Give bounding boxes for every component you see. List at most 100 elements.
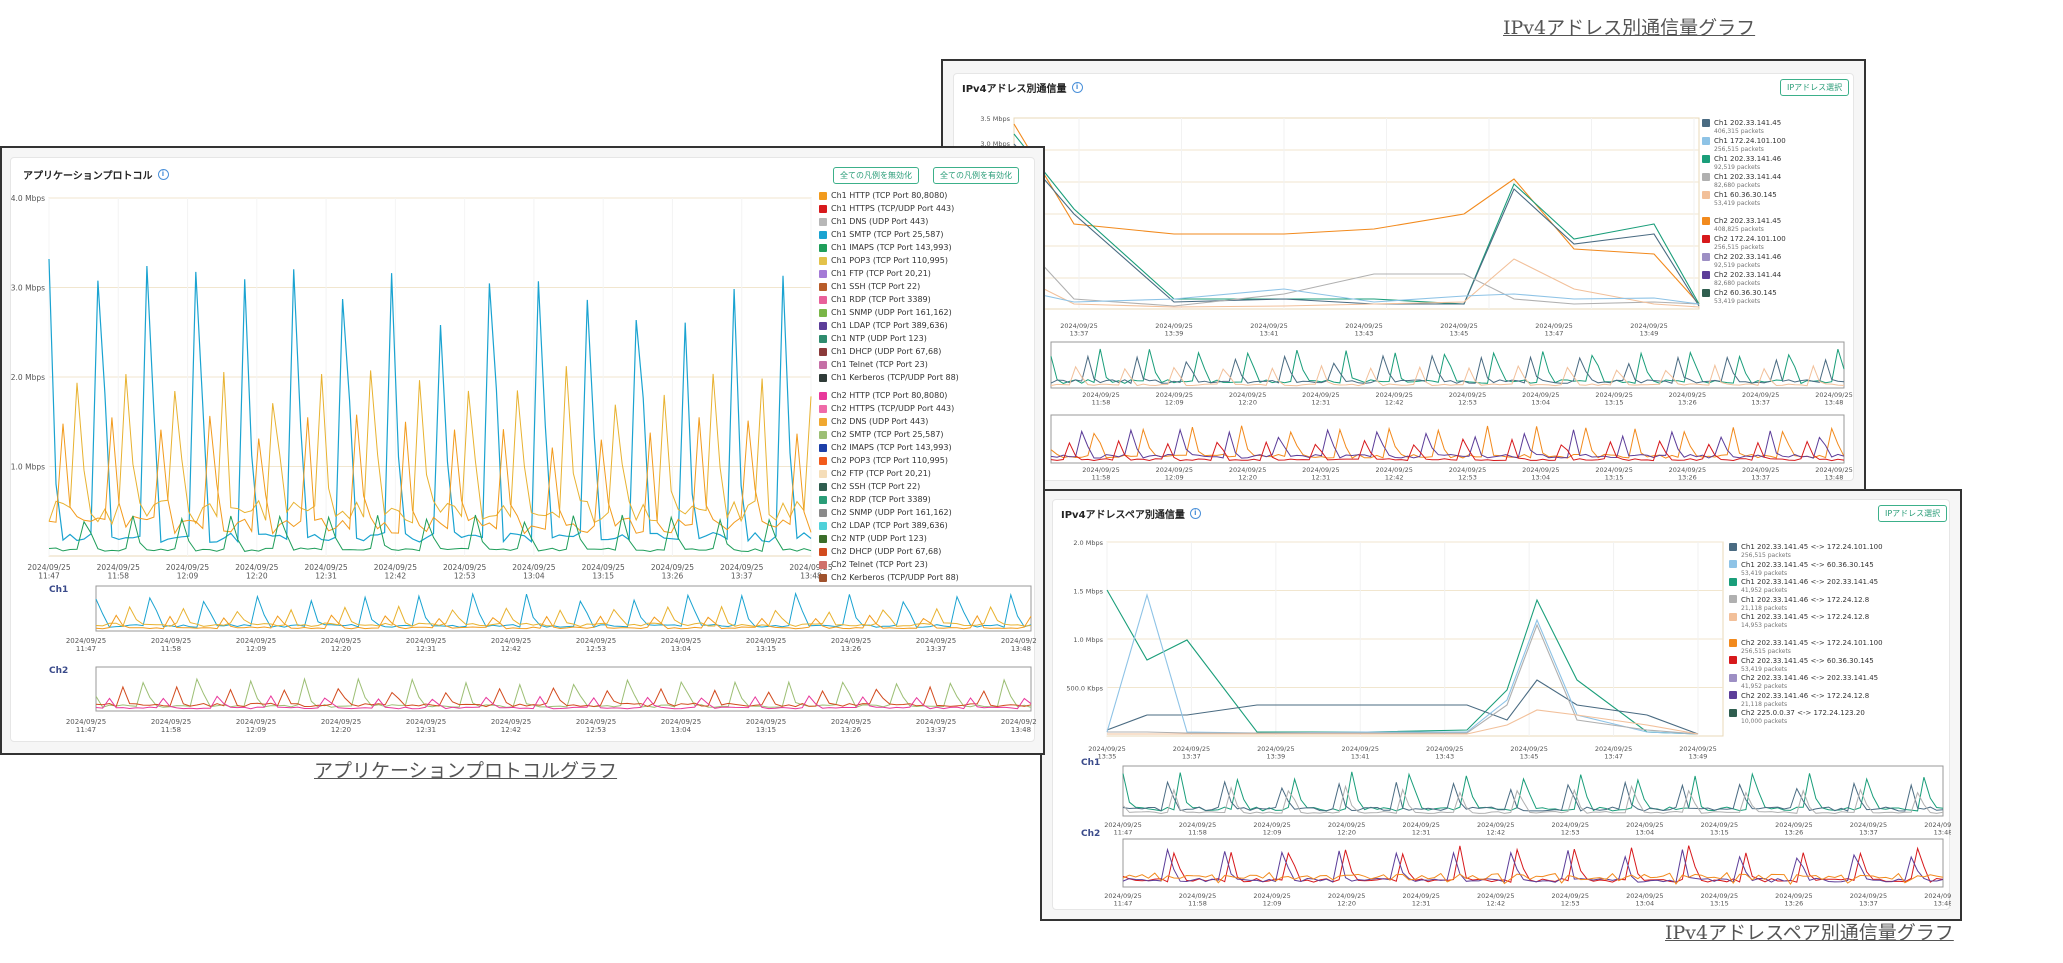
legend-item[interactable]: Ch1 LDAP (TCP Port 389,636)	[819, 321, 948, 331]
legend-item[interactable]: Ch2 HTTP (TCP Port 80,8080)	[819, 391, 947, 401]
app-main-axis-date: 2024/09/25	[789, 563, 832, 572]
legend-swatch	[1702, 216, 1710, 225]
legend-item[interactable]: Ch1 Kerberos (TCP/UDP Port 88)	[819, 373, 959, 383]
pair-ch1-axis-date: 2024/09/25	[1179, 821, 1216, 829]
legend-item[interactable]: Ch2 DNS (UDP Port 443)	[819, 417, 928, 427]
legend-item[interactable]: Ch2 RDP (TCP Port 3389)	[819, 495, 931, 505]
legend-item[interactable]: Ch2 60.36.30.145 53,419 packets	[1702, 288, 1777, 305]
legend-item[interactable]: Ch2 202.33.141.46 <-> 202.33.141.45 41,95…	[1729, 673, 1878, 690]
pair-ch2-axis-time: 12:53	[1561, 900, 1580, 908]
pair-ch1-axis-date: 2024/09/25	[1253, 821, 1290, 829]
legend-swatch	[819, 430, 827, 439]
legend-packets: 256,515 packets	[1741, 552, 1791, 559]
legend-item[interactable]: Ch1 SNMP (UDP Port 161,162)	[819, 308, 952, 318]
legend-label: Ch2 202.33.141.46 <-> 172.24.12.8	[1741, 691, 1870, 700]
legend-item[interactable]: Ch2 POP3 (TCP Port 110,995)	[819, 456, 948, 466]
legend-item[interactable]: Ch2 NTP (UDP Port 123)	[819, 534, 927, 544]
legend-item[interactable]: Ch2 DHCP (UDP Port 67,68)	[819, 547, 941, 557]
legend-item[interactable]: Ch1 202.33.141.44 82,680 packets	[1702, 172, 1781, 189]
pair-main-axis-time: 13:47	[1604, 753, 1623, 761]
app-main-axis-time: 13:37	[731, 572, 753, 581]
legend-swatch	[1729, 612, 1737, 621]
legend-item[interactable]: Ch2 SNMP (UDP Port 161,162)	[819, 508, 952, 518]
legend-item[interactable]: Ch2 202.33.141.45 <-> 172.24.101.100 256,…	[1729, 638, 1883, 655]
overview-ch1-frame	[95, 585, 1032, 632]
info-icon[interactable]: i	[1071, 82, 1083, 93]
legend-item[interactable]: Ch2 202.33.141.46 <-> 172.24.12.8 21,118 …	[1729, 691, 1869, 708]
pair-ch2-axis-date: 2024/09/25	[1552, 892, 1589, 900]
legend-label: Ch1 202.33.141.45 <-> 172.24.101.100	[1741, 543, 1883, 551]
legend-item[interactable]: Ch2 Kerberos (TCP/UDP Port 88)	[819, 573, 959, 583]
legend-item[interactable]: Ch1 IMAPS (TCP Port 143,993)	[819, 243, 952, 253]
pair-main-axis-date: 2024/09/25	[1173, 745, 1210, 753]
ipv4-ch1-axis-time: 13:26	[1678, 399, 1697, 407]
ipv4-ch2-axis-time: 13:26	[1678, 474, 1697, 482]
legend-item[interactable]: Ch1 SMTP (TCP Port 25,587)	[819, 230, 944, 240]
legend-item[interactable]: Ch1 NTP (UDP Port 123)	[819, 334, 927, 344]
ip-select-button[interactable]: IPアドレス選択	[1780, 79, 1850, 96]
info-icon[interactable]: i	[157, 169, 169, 180]
legend-item[interactable]: Ch2 225.0.0.37 <-> 172.24.123.20 10,000 p…	[1729, 708, 1865, 725]
legend-item[interactable]: Ch1 DHCP (UDP Port 67,68)	[819, 347, 941, 357]
ipv4-card: IPv4アドレス別通信量 i IPアドレス選択 3.5 Mbps 3.0 Mbps…	[953, 73, 1854, 482]
pair-ch2-axis-time: 13:15	[1710, 900, 1729, 908]
ipv4-main-axis-date: 2024/09/25	[1060, 322, 1097, 330]
legend-item[interactable]: Ch1 202.33.141.45 406,315 packets	[1702, 118, 1781, 135]
legend-item[interactable]: Ch1 202.33.141.45 <-> 172.24.12.8 14,953 …	[1729, 612, 1869, 629]
legend-item[interactable]: Ch1 202.33.141.46 <-> 202.33.141.45 41,95…	[1729, 577, 1878, 594]
legend-item[interactable]: Ch2 202.33.141.44 82,680 packets	[1702, 270, 1781, 287]
info-icon[interactable]: i	[1189, 508, 1201, 519]
legend-item[interactable]: Ch2 SMTP (TCP Port 25,587)	[819, 430, 944, 440]
legend-item[interactable]: Ch2 SSH (TCP Port 22)	[819, 482, 920, 492]
ip-select-button[interactable]: IPアドレス選択	[1878, 505, 1948, 522]
legend-item[interactable]: Ch2 202.33.141.45 408,825 packets	[1702, 216, 1781, 233]
legend-item[interactable]: Ch1 FTP (TCP Port 20,21)	[819, 269, 931, 279]
legend-item[interactable]: Ch2 Telnet (TCP Port 23)	[819, 560, 928, 570]
pair-ch1-axis-date: 2024/09/25	[1328, 821, 1365, 829]
pair-main-axis-date: 2024/09/25	[1257, 745, 1294, 753]
legend-swatch	[819, 373, 827, 382]
legend-item[interactable]: Ch1 DNS (UDP Port 443)	[819, 217, 928, 227]
legend-item[interactable]: Ch2 202.33.141.45 <-> 60.36.30.145 53,419…	[1729, 656, 1874, 673]
overview-line	[1122, 771, 1944, 812]
legend-packets: 41,952 packets	[1741, 587, 1788, 594]
app-main-axis-time: 12:20	[246, 572, 268, 581]
legend-label: Ch2 SSH (TCP Port 22)	[831, 482, 921, 491]
legend-item[interactable]: Ch1 HTTPS (TCP/UDP Port 443)	[819, 204, 954, 214]
legend-item[interactable]: Ch1 202.33.141.46 <-> 172.24.12.8 21,118 …	[1729, 595, 1869, 612]
legend-item[interactable]: Ch1 RDP (TCP Port 3389)	[819, 295, 931, 305]
disable-all-legends-button[interactable]: 全ての凡例を無効化	[833, 167, 919, 184]
app-main-axis-time: 13:26	[662, 572, 684, 581]
legend-item[interactable]: Ch1 172.24.101.100 256,515 packets	[1702, 136, 1786, 153]
enable-all-legends-button[interactable]: 全ての凡例を有効化	[933, 167, 1019, 184]
legend-packets: 10,000 packets	[1741, 718, 1788, 725]
legend-item[interactable]: Ch2 LDAP (TCP Port 389,636)	[819, 521, 948, 531]
legend-label: Ch2 SNMP (UDP Port 161,162)	[831, 508, 952, 517]
series-line	[1013, 288, 1700, 305]
ipv4-ch1-axis-time: 13:48	[1825, 399, 1844, 407]
legend-swatch	[1729, 577, 1737, 586]
app-main-axis-date: 2024/09/25	[720, 563, 763, 572]
legend-item[interactable]: Ch1 60.36.30.145 53,419 packets	[1702, 190, 1777, 207]
legend-label: Ch2 202.33.141.45	[1714, 217, 1782, 225]
pair-ch2-axis-date: 2024/09/25	[1477, 892, 1514, 900]
legend-item[interactable]: Ch2 202.33.141.46 92,519 packets	[1702, 252, 1781, 269]
legend-item[interactable]: Ch2 IMAPS (TCP Port 143,993)	[819, 443, 952, 453]
legend-item[interactable]: Ch1 202.33.141.45 <-> 60.36.30.145 53,419…	[1729, 560, 1874, 577]
legend-item[interactable]: Ch1 SSH (TCP Port 22)	[819, 282, 920, 292]
legend-packets: 53,419 packets	[1741, 665, 1788, 673]
app-ch2-axis-time: 12:31	[416, 726, 436, 734]
pair-ch2-axis-date: 2024/09/25	[1850, 892, 1887, 900]
legend-item[interactable]: Ch2 FTP (TCP Port 20,21)	[819, 469, 931, 479]
legend-item[interactable]: Ch1 POP3 (TCP Port 110,995)	[819, 256, 948, 266]
legend-item[interactable]: Ch1 202.33.141.45 <-> 172.24.101.100 256,…	[1729, 542, 1883, 559]
legend-swatch	[1702, 234, 1710, 243]
legend-item[interactable]: Ch2 172.24.101.100 256,515 packets	[1702, 234, 1786, 251]
series-line	[1106, 589, 1699, 735]
app-main-axis-date: 2024/09/25	[27, 563, 70, 572]
legend-item[interactable]: Ch1 Telnet (TCP Port 23)	[819, 360, 928, 370]
series-line	[48, 366, 812, 526]
legend-item[interactable]: Ch1 202.33.141.46 92,519 packets	[1702, 154, 1781, 171]
legend-item[interactable]: Ch1 HTTP (TCP Port 80,8080)	[819, 191, 947, 201]
legend-item[interactable]: Ch2 HTTPS (TCP/UDP Port 443)	[819, 404, 954, 414]
